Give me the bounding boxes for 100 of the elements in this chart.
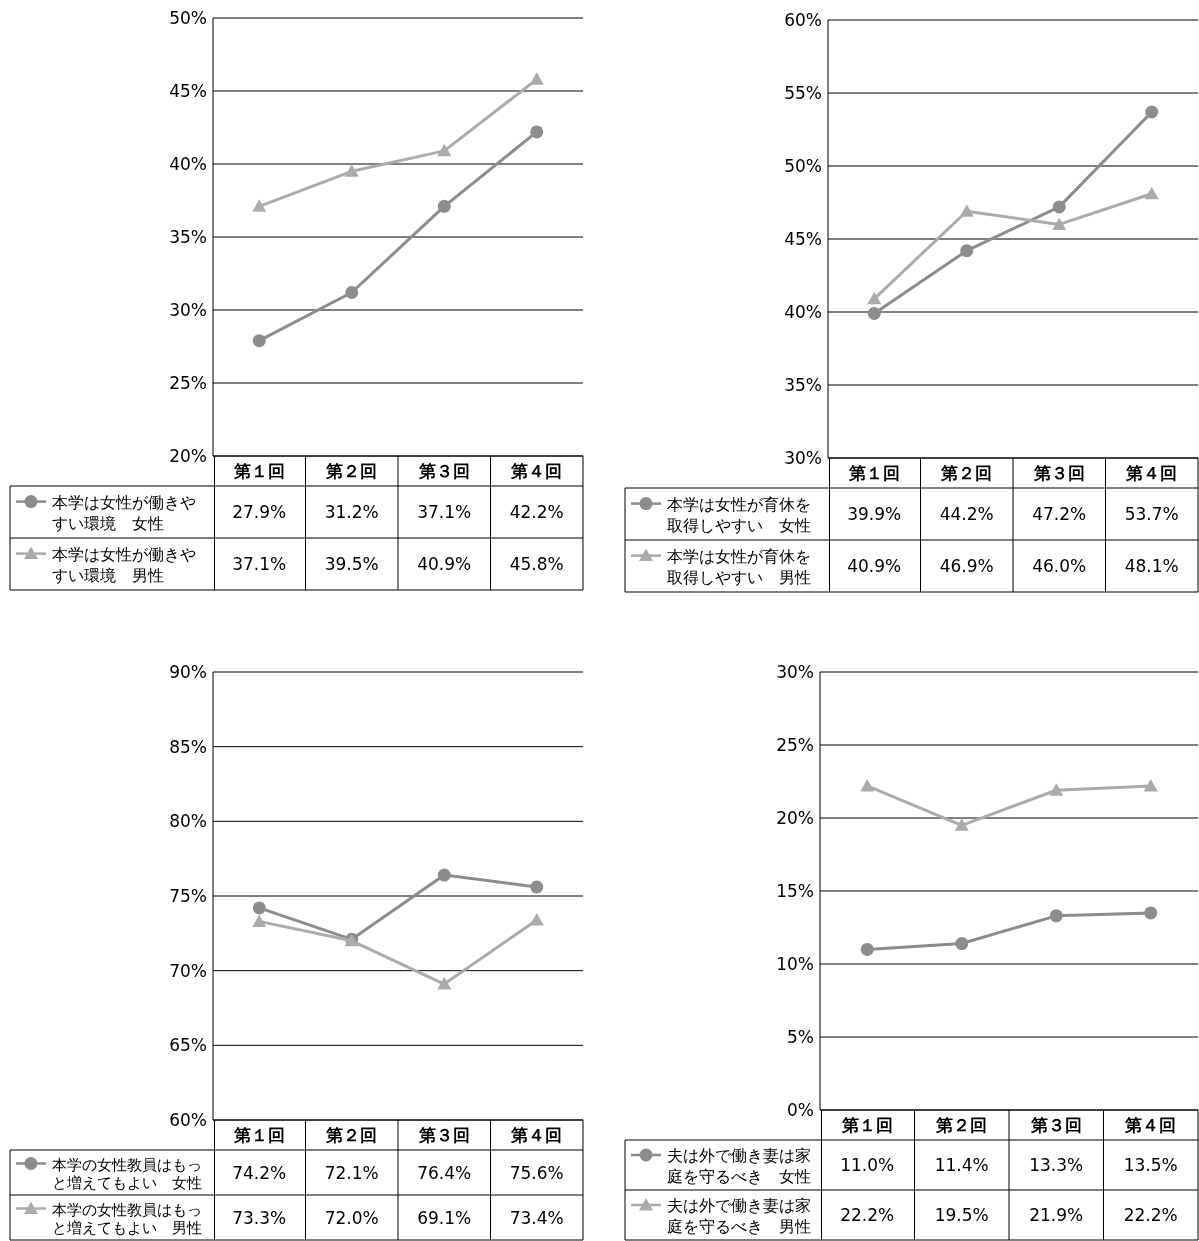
x-tick-label: 第２回 bbox=[935, 1115, 988, 1135]
point bbox=[252, 334, 266, 348]
data-label: 42.2% bbox=[509, 502, 564, 522]
point bbox=[345, 285, 359, 299]
x-tick-label: 第１回 bbox=[232, 1125, 285, 1145]
legend-label: 本学は女性が働きやすい環境 女性 bbox=[52, 492, 196, 533]
data-label: 39.5% bbox=[324, 554, 379, 574]
point bbox=[960, 244, 974, 258]
data-label: 40.9% bbox=[417, 554, 472, 574]
data-label: 21.9% bbox=[1029, 1205, 1084, 1225]
point bbox=[252, 914, 267, 927]
data-label: 72.1% bbox=[324, 1162, 379, 1183]
data-label: 37.1% bbox=[232, 554, 287, 574]
x-tick-label: 第１回 bbox=[840, 1115, 893, 1135]
data-label: 19.5% bbox=[934, 1205, 989, 1225]
x-tick-label: 第２回 bbox=[325, 461, 378, 481]
y-tick-label: 85% bbox=[169, 736, 207, 757]
data-label: 40.9% bbox=[847, 556, 902, 576]
point bbox=[344, 164, 359, 177]
point bbox=[1049, 783, 1064, 796]
point bbox=[530, 125, 544, 139]
data-label: 47.2% bbox=[1032, 504, 1087, 524]
data-label: 37.1% bbox=[417, 502, 472, 522]
y-tick-label: 60% bbox=[169, 1110, 207, 1130]
point bbox=[867, 306, 881, 320]
x-tick-label: 第１回 bbox=[847, 463, 900, 483]
x-tick-label: 第３回 bbox=[1029, 1115, 1082, 1135]
point bbox=[1144, 186, 1159, 200]
y-tick-label: 45% bbox=[784, 229, 822, 249]
y-tick-label: 60% bbox=[784, 10, 822, 30]
x-tick-label: 第３回 bbox=[417, 1125, 470, 1145]
data-label: 73.4% bbox=[509, 1207, 564, 1228]
point bbox=[437, 977, 452, 990]
data-label: 22.2% bbox=[840, 1205, 895, 1225]
legend-label: 本学は女性が育休を取得しやすい 男性 bbox=[667, 546, 811, 587]
data-label: 46.9% bbox=[939, 556, 994, 576]
point bbox=[954, 818, 969, 831]
legend-label: 本学は女性が育休を取得しやすい 女性 bbox=[667, 494, 811, 535]
y-tick-label: 40% bbox=[784, 302, 822, 322]
data-label: 11.4% bbox=[934, 1155, 989, 1175]
legend-label: 本学は女性が働きやすい環境 男性 bbox=[52, 544, 196, 585]
x-tick-label: 第３回 bbox=[417, 461, 470, 481]
y-tick-label: 50% bbox=[784, 156, 822, 176]
data-label: 22.2% bbox=[1123, 1205, 1178, 1225]
data-label: 53.7% bbox=[1124, 504, 1179, 524]
point bbox=[437, 143, 452, 157]
point bbox=[529, 72, 544, 85]
legend-label: 本学の女性教員はもっと増えてもよい 女性 bbox=[52, 1155, 202, 1192]
data-label: 27.9% bbox=[232, 502, 287, 522]
y-tick-label: 0% bbox=[787, 1100, 814, 1120]
data-label: 13.5% bbox=[1123, 1155, 1178, 1175]
x-tick-label: 第４回 bbox=[1125, 463, 1178, 483]
point bbox=[867, 291, 882, 305]
y-tick-label: 30% bbox=[784, 448, 822, 468]
point bbox=[1144, 906, 1158, 920]
x-tick-label: 第４回 bbox=[1124, 1115, 1177, 1135]
data-label: 75.6% bbox=[509, 1162, 564, 1183]
legend-label: 本学の女性教員はもっと増えてもよい 男性 bbox=[52, 1200, 202, 1237]
data-label: 46.0% bbox=[1032, 556, 1087, 576]
point bbox=[252, 901, 266, 915]
y-tick-label: 25% bbox=[776, 735, 814, 755]
point bbox=[252, 199, 267, 212]
point bbox=[860, 778, 875, 792]
y-tick-label: 45% bbox=[169, 81, 207, 101]
data-label: 48.1% bbox=[1124, 556, 1179, 576]
x-tick-label: 第２回 bbox=[325, 1125, 378, 1145]
y-tick-label: 35% bbox=[169, 227, 207, 247]
data-label: 11.0% bbox=[840, 1155, 895, 1175]
y-tick-label: 70% bbox=[169, 960, 207, 981]
legend-label: 夫は外で働き妻は家庭を守るべき 男性 bbox=[667, 1196, 811, 1236]
y-tick-label: 25% bbox=[169, 373, 207, 393]
point bbox=[1143, 778, 1158, 792]
y-tick-label: 80% bbox=[169, 811, 207, 832]
point bbox=[955, 937, 969, 951]
legend-label: 夫は外で働き妻は家庭を守るべき 女性 bbox=[667, 1146, 811, 1186]
data-label: 39.9% bbox=[847, 504, 902, 524]
x-tick-label: 第４回 bbox=[510, 461, 563, 481]
point bbox=[959, 204, 974, 217]
data-label: 73.3% bbox=[232, 1207, 287, 1228]
y-tick-label: 75% bbox=[169, 886, 207, 906]
y-tick-label: 20% bbox=[169, 446, 207, 466]
y-tick-label: 30% bbox=[169, 300, 207, 320]
y-tick-label: 40% bbox=[169, 154, 207, 174]
point bbox=[1145, 105, 1159, 119]
point bbox=[437, 199, 451, 213]
point bbox=[1052, 217, 1067, 230]
data-label: 13.3% bbox=[1029, 1155, 1084, 1175]
y-tick-label: 15% bbox=[776, 881, 814, 901]
y-tick-label: 20% bbox=[776, 808, 814, 828]
point bbox=[530, 880, 544, 894]
data-label: 69.1% bbox=[417, 1207, 472, 1228]
x-tick-label: 第２回 bbox=[940, 463, 993, 483]
data-label: 44.2% bbox=[939, 504, 994, 524]
data-label: 74.2% bbox=[232, 1162, 287, 1183]
y-tick-label: 55% bbox=[784, 83, 822, 103]
point bbox=[1049, 909, 1063, 923]
y-tick-label: 10% bbox=[776, 954, 814, 974]
data-label: 45.8% bbox=[509, 554, 564, 574]
data-label: 76.4% bbox=[417, 1162, 472, 1183]
point bbox=[860, 942, 874, 956]
